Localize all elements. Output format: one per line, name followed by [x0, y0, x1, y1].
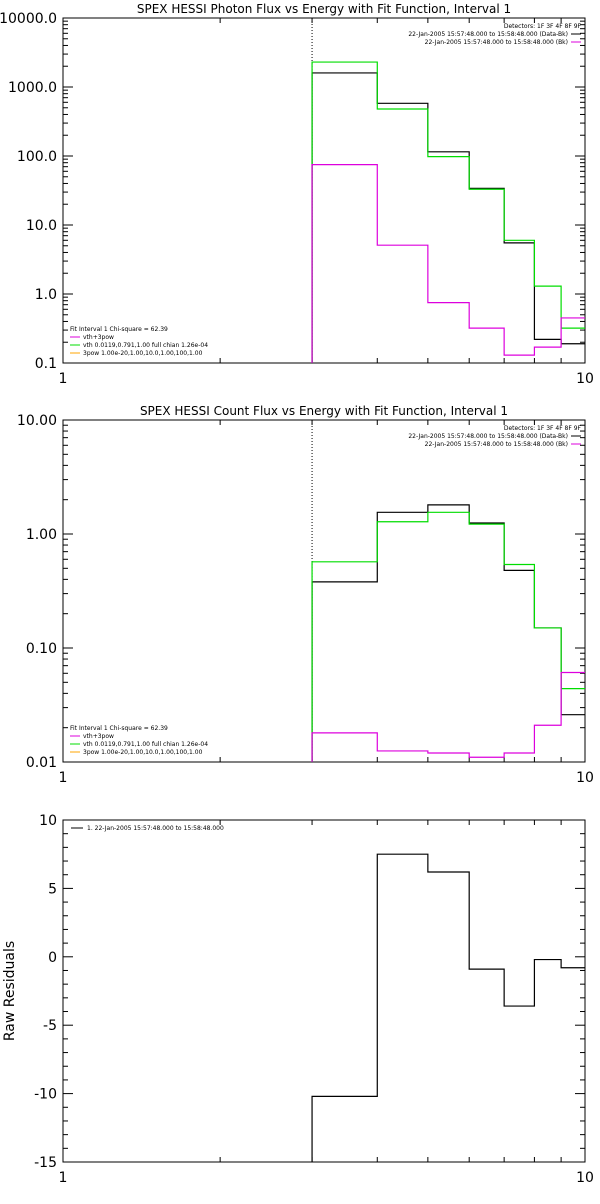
- legend-text: vth+3pow: [83, 733, 114, 740]
- series-line-2: [311, 511, 585, 762]
- x-tick-label: 10: [576, 1170, 594, 1186]
- legend-text: 1. 22-Jan-2005 15:57:48.000 to 15:58:48.…: [87, 825, 224, 832]
- y-tick-label: 10000.0: [0, 11, 57, 27]
- legend-text: vth 0.0119,0.791,1.00 full chian 1.26e-0…: [83, 741, 208, 748]
- y-tick-label: 1.00: [26, 527, 57, 543]
- legend-bottom: Fit Interval 1 Chi-square = 62.39vth+3po…: [70, 725, 208, 756]
- chart-panel-3: 1 10 -15 -10 -5 0 5 10 Raw Residuals 1. 22-Jan-20…: [2, 813, 594, 1186]
- series-line-3: [311, 671, 585, 762]
- y-tick-label: -15: [34, 1155, 57, 1171]
- y-tick-label: 10.00: [17, 413, 57, 429]
- legend-text: vth+3pow: [83, 334, 114, 341]
- y-tick-label: 0.10: [26, 641, 57, 657]
- chart-panel-1: SPEX HESSI Photon Flux vs Energy with Fi…: [0, 2, 594, 387]
- legend-text: 22-Jan-2005 15:57:48.000 to 15:58:48.000…: [425, 39, 568, 46]
- legend-text: 3pow 1.00e-20,1.00,10.0,1.00,100,1.00: [83, 749, 203, 756]
- plot-frame: [62, 419, 586, 763]
- series-line-2: [311, 61, 585, 363]
- y-tick-label: 10.0: [26, 218, 57, 234]
- legend-text: 22-Jan-2005 15:57:48.000 to 15:58:48.000…: [425, 441, 568, 448]
- legend-top: 1. 22-Jan-2005 15:57:48.000 to 15:58:48.…: [71, 825, 224, 832]
- plot-frame: [62, 819, 586, 1163]
- y-tick-label: 10: [39, 813, 57, 829]
- legend-text: Detectors: 1F 3F 4F 8F 9F: [504, 425, 582, 432]
- x-tick-label: 1: [59, 1170, 68, 1186]
- legend-text: Detectors: 1F 3F 4F 8F 9F: [504, 23, 582, 30]
- x-tick-label: 10: [576, 371, 594, 387]
- x-tick-label: 1: [59, 371, 68, 387]
- series-line-1: [311, 72, 585, 363]
- y-tick-label: 1.0: [35, 287, 57, 303]
- series-line-1: [311, 504, 585, 762]
- y-tick-label: 0: [48, 950, 57, 966]
- chart-title: SPEX HESSI Photon Flux vs Energy with Fi…: [137, 2, 511, 16]
- legend-text: Fit Interval 1 Chi-square = 62.39: [70, 326, 168, 333]
- y-tick-label: -10: [34, 1087, 57, 1103]
- legend-text: vth 0.0119,0.791,1.00 full chian 1.26e-0…: [83, 342, 208, 349]
- legend-text: 22-Jan-2005 15:57:48.000 to 15:58:48.000…: [408, 433, 568, 440]
- chart-title: SPEX HESSI Count Flux vs Energy with Fit…: [140, 404, 508, 418]
- legend-bottom: Fit Interval 1 Chi-square = 62.39vth+3po…: [70, 326, 208, 357]
- x-tick-label: 1: [59, 770, 68, 786]
- y-tick-label: -5: [43, 1018, 57, 1034]
- y-axis-label: Raw Residuals: [2, 941, 18, 1041]
- y-tick-label: 0.1: [35, 356, 57, 372]
- legend-text: 3pow 1.00e-20,1.00,10.0,1.00,100,1.00: [83, 350, 203, 357]
- x-tick-label: 10: [576, 770, 594, 786]
- y-tick-label: 5: [48, 881, 57, 897]
- plot-frame: [62, 17, 586, 364]
- y-tick-label: 100.0: [17, 149, 57, 165]
- y-tick-label: 1000.0: [8, 80, 57, 96]
- series-line-1: [311, 853, 585, 1162]
- chart-panel-2: SPEX HESSI Count Flux vs Energy with Fit…: [17, 404, 594, 786]
- series-line-3: [311, 164, 585, 363]
- legend-text: 22-Jan-2005 15:57:48.000 to 15:58:48.000…: [408, 31, 568, 38]
- legend-text: Fit Interval 1 Chi-square = 62.39: [70, 725, 168, 732]
- y-tick-label: 0.01: [26, 755, 57, 771]
